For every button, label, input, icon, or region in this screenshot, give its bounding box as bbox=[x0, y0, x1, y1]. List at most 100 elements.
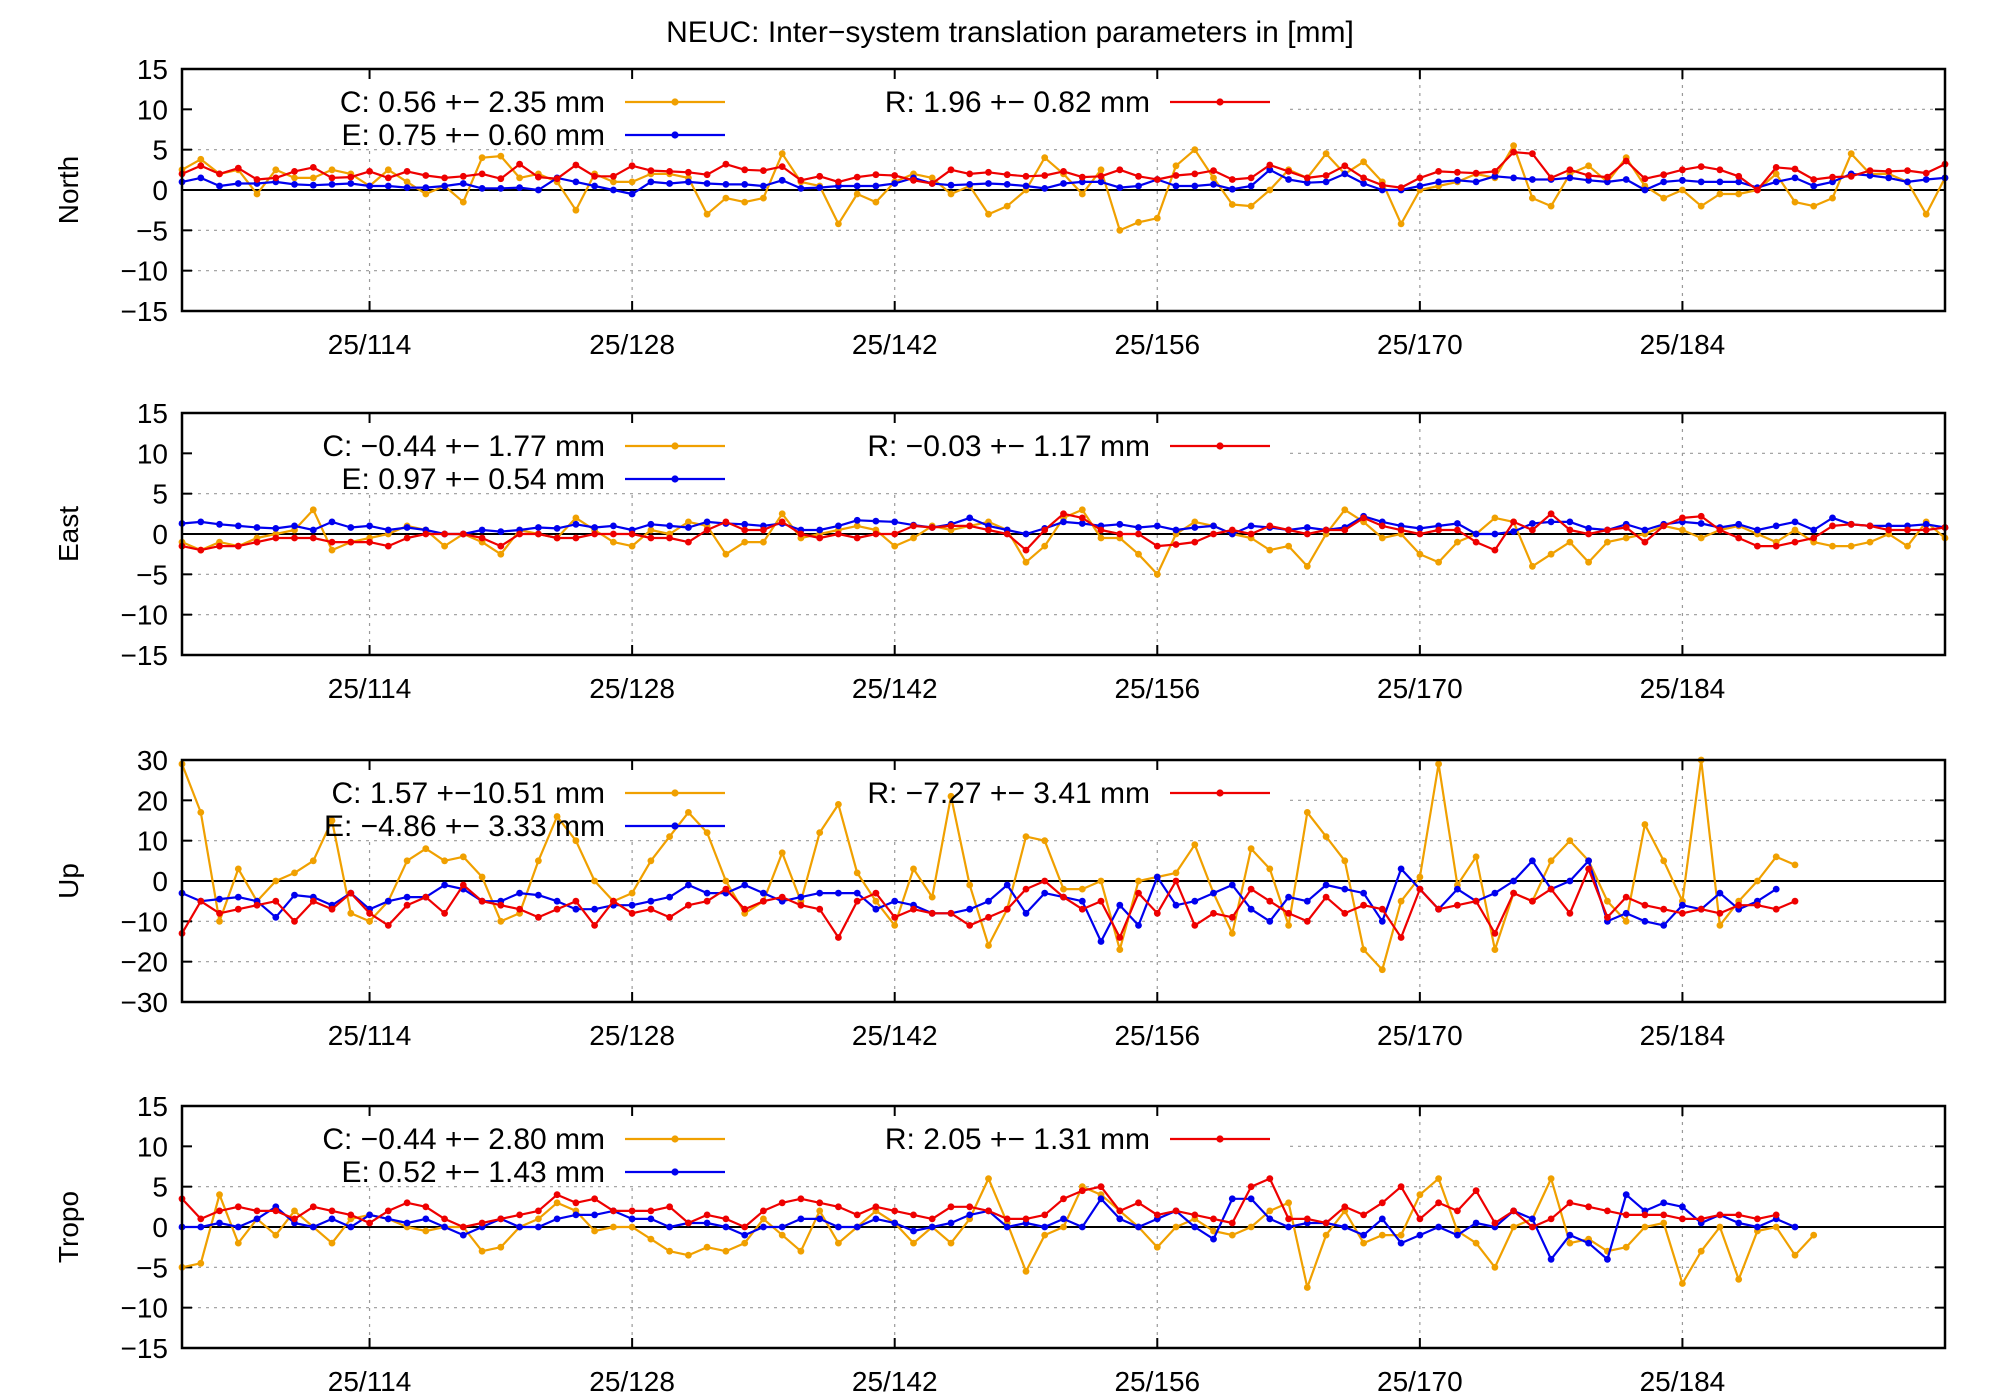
data-point-E bbox=[1285, 1223, 1292, 1231]
data-point-E bbox=[1041, 185, 1049, 192]
data-point-C bbox=[516, 174, 523, 182]
data-point-E bbox=[1585, 176, 1592, 184]
data-point-E bbox=[1641, 526, 1649, 534]
data-point-C bbox=[572, 514, 580, 522]
data-point-E bbox=[816, 526, 824, 534]
data-point-C bbox=[1266, 865, 1274, 873]
data-point-R bbox=[1060, 1195, 1067, 1203]
legend-marker-R bbox=[1216, 98, 1224, 106]
x-tick-label: 25/170 bbox=[1377, 1020, 1463, 1051]
data-point-C bbox=[497, 917, 505, 925]
data-point-C bbox=[1285, 1199, 1292, 1207]
data-point-R bbox=[1022, 1215, 1030, 1223]
data-point-R bbox=[1697, 1215, 1705, 1223]
data-point-R bbox=[1716, 166, 1724, 174]
data-point-E bbox=[272, 525, 280, 532]
data-point-E bbox=[1772, 178, 1780, 186]
data-point-C bbox=[985, 1175, 992, 1182]
data-point-E bbox=[572, 1211, 580, 1219]
data-point-C bbox=[1735, 190, 1743, 198]
data-point-C bbox=[1303, 1284, 1311, 1291]
data-point-C bbox=[441, 542, 448, 550]
data-point-R bbox=[1116, 166, 1124, 174]
data-point-E bbox=[1360, 180, 1367, 187]
data-point-R bbox=[403, 1199, 411, 1207]
data-point-C bbox=[1247, 202, 1255, 210]
data-point-R bbox=[1322, 1219, 1330, 1227]
data-point-E bbox=[516, 1223, 523, 1231]
data-point-E bbox=[1078, 178, 1086, 186]
data-point-E bbox=[291, 522, 298, 530]
data-point-R bbox=[1416, 1215, 1424, 1223]
data-point-C bbox=[741, 1239, 749, 1247]
data-point-R bbox=[1060, 893, 1067, 901]
data-point-R bbox=[1341, 162, 1349, 170]
data-point-R bbox=[1322, 893, 1330, 901]
data-point-C bbox=[1754, 877, 1761, 885]
data-point-E bbox=[816, 1215, 824, 1223]
data-point-R bbox=[1153, 542, 1161, 550]
data-point-E bbox=[835, 889, 842, 897]
data-point-R bbox=[872, 889, 880, 897]
data-point-R bbox=[891, 1207, 899, 1215]
data-point-C bbox=[947, 1239, 955, 1247]
data-point-E bbox=[1716, 889, 1724, 897]
y-tick-label: −30 bbox=[121, 987, 169, 1018]
data-point-R bbox=[1172, 172, 1180, 179]
data-point-E bbox=[1285, 893, 1292, 901]
series-R bbox=[178, 1175, 1780, 1231]
data-point-R bbox=[1078, 1187, 1086, 1195]
data-point-C bbox=[1847, 542, 1855, 550]
data-point-C bbox=[553, 813, 561, 820]
data-point-C bbox=[666, 1247, 673, 1255]
data-point-E bbox=[1529, 857, 1536, 865]
legend-marker-E bbox=[671, 1168, 679, 1176]
data-point-E bbox=[403, 893, 411, 901]
data-point-E bbox=[966, 1211, 974, 1219]
data-point-E bbox=[1022, 909, 1030, 917]
data-point-R bbox=[722, 1215, 730, 1223]
data-point-R bbox=[797, 901, 805, 909]
data-point-R bbox=[234, 905, 242, 913]
data-point-E bbox=[1135, 524, 1142, 531]
data-point-R bbox=[1735, 901, 1743, 909]
x-tick-label: 25/142 bbox=[852, 1020, 938, 1051]
data-point-C bbox=[535, 1215, 542, 1223]
data-point-R bbox=[197, 162, 205, 170]
data-point-E bbox=[1585, 525, 1592, 532]
data-point-E bbox=[1791, 174, 1799, 182]
legend-label-C: C: 1.57 +−10.51 mm bbox=[332, 777, 606, 810]
data-point-E bbox=[1041, 1223, 1049, 1231]
data-point-E bbox=[1679, 176, 1686, 184]
data-point-R bbox=[1397, 1183, 1405, 1191]
data-point-R bbox=[985, 526, 992, 534]
data-point-C bbox=[1491, 514, 1499, 522]
data-point-E bbox=[572, 178, 580, 186]
data-point-R bbox=[666, 1203, 673, 1211]
data-point-C bbox=[422, 1227, 430, 1235]
data-point-R bbox=[610, 897, 617, 905]
data-point-R bbox=[1829, 173, 1836, 181]
data-point-E bbox=[535, 524, 542, 531]
data-point-C bbox=[1078, 506, 1086, 514]
data-point-E bbox=[872, 517, 880, 525]
data-point-R bbox=[1585, 530, 1592, 538]
data-point-R bbox=[722, 160, 730, 168]
data-point-E bbox=[197, 174, 205, 182]
y-axis-label: East bbox=[53, 506, 84, 562]
data-point-C bbox=[1116, 226, 1124, 234]
data-point-R bbox=[441, 909, 448, 917]
data-point-E bbox=[1566, 174, 1574, 182]
data-point-R bbox=[741, 1223, 749, 1231]
data-point-C bbox=[572, 837, 580, 845]
data-point-C bbox=[1172, 1223, 1180, 1231]
data-point-E bbox=[1772, 885, 1780, 893]
data-point-E bbox=[1378, 917, 1386, 925]
data-point-C bbox=[1341, 506, 1349, 514]
data-point-E bbox=[1303, 897, 1311, 905]
data-point-E bbox=[441, 881, 448, 889]
data-point-E bbox=[309, 1223, 317, 1231]
data-point-C bbox=[1529, 194, 1536, 202]
data-point-R bbox=[1303, 174, 1311, 182]
